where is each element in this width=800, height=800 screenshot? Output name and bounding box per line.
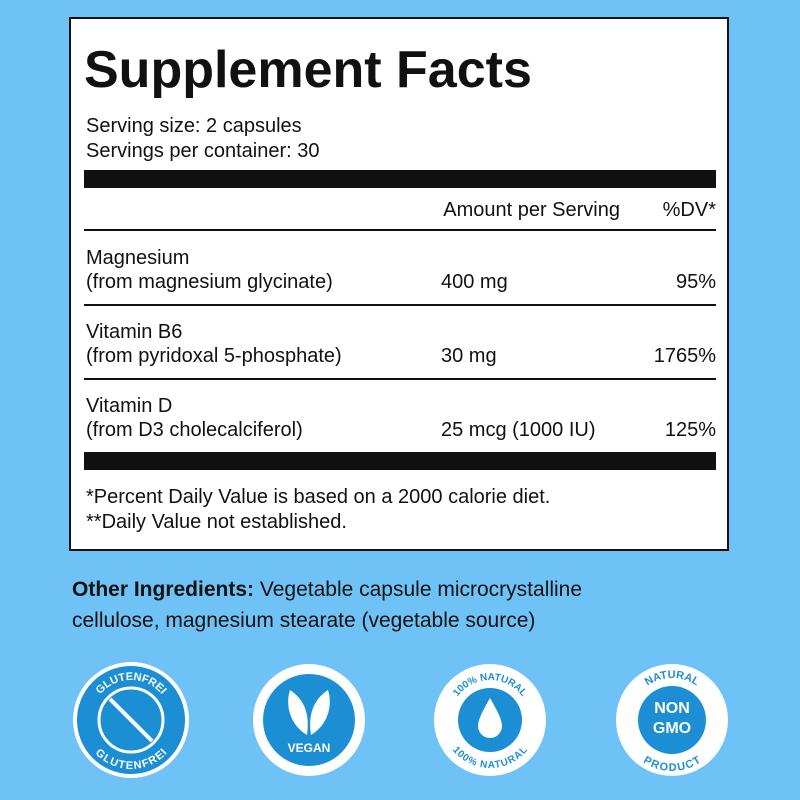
gluten-free-badge: GLUTENFREI GLUTENFREI bbox=[73, 662, 189, 778]
badge-text: VEGAN bbox=[288, 741, 331, 755]
badge-text: NATURAL bbox=[643, 669, 702, 689]
non-gmo-badge: NON GMO NATURAL PRODUCT bbox=[616, 664, 728, 776]
badge-text: GMO bbox=[653, 720, 691, 737]
servings-per-container: Servings per container: 30 bbox=[86, 140, 319, 162]
rule bbox=[84, 229, 716, 231]
nutrient-name: Vitamin B6 bbox=[86, 321, 182, 343]
rule bbox=[84, 304, 716, 306]
other-ingredients: Other Ingredients: Vegetable capsule mic… bbox=[72, 578, 582, 601]
nutrient-amount: 25 mcg (1000 IU) bbox=[441, 419, 596, 441]
nutrient-source: (from D3 cholecalciferol) bbox=[86, 419, 303, 441]
vegan-badge: VEGAN bbox=[253, 664, 365, 776]
title: Supplement Facts bbox=[84, 41, 532, 99]
other-ingredients-text: Vegetable capsule microcrystalline bbox=[260, 578, 582, 601]
nutrient-name: Magnesium bbox=[86, 247, 189, 269]
other-ingredients-text: cellulose, magnesium stearate (vegetable… bbox=[72, 609, 535, 632]
dv-header: %DV* bbox=[663, 199, 717, 221]
footnote: **Daily Value not established. bbox=[86, 511, 347, 533]
nutrient-dv: 1765% bbox=[654, 345, 716, 367]
badge-text: NON bbox=[654, 700, 690, 717]
rule bbox=[84, 378, 716, 380]
thick-rule bbox=[84, 170, 716, 188]
footnote: *Percent Daily Value is based on a 2000 … bbox=[86, 486, 550, 508]
amount-header: Amount per Serving bbox=[443, 199, 620, 221]
thick-rule bbox=[84, 452, 716, 470]
serving-size: Serving size: 2 capsules bbox=[86, 115, 302, 137]
nutrient-amount: 30 mg bbox=[441, 345, 497, 367]
other-ingredients-label: Other Ingredients: bbox=[72, 578, 254, 601]
badge-text: NATURAL bbox=[643, 669, 702, 689]
nutrient-dv: 125% bbox=[665, 419, 716, 441]
nutrient-source: (from magnesium glycinate) bbox=[86, 271, 333, 293]
nutrient-amount: 400 mg bbox=[441, 271, 508, 293]
nutrient-name: Vitamin D bbox=[86, 395, 172, 417]
nutrient-dv: 95% bbox=[676, 271, 716, 293]
natural-badge: 100% NATURAL 100% NATURAL bbox=[434, 664, 546, 776]
nutrient-source: (from pyridoxal 5-phosphate) bbox=[86, 345, 342, 367]
